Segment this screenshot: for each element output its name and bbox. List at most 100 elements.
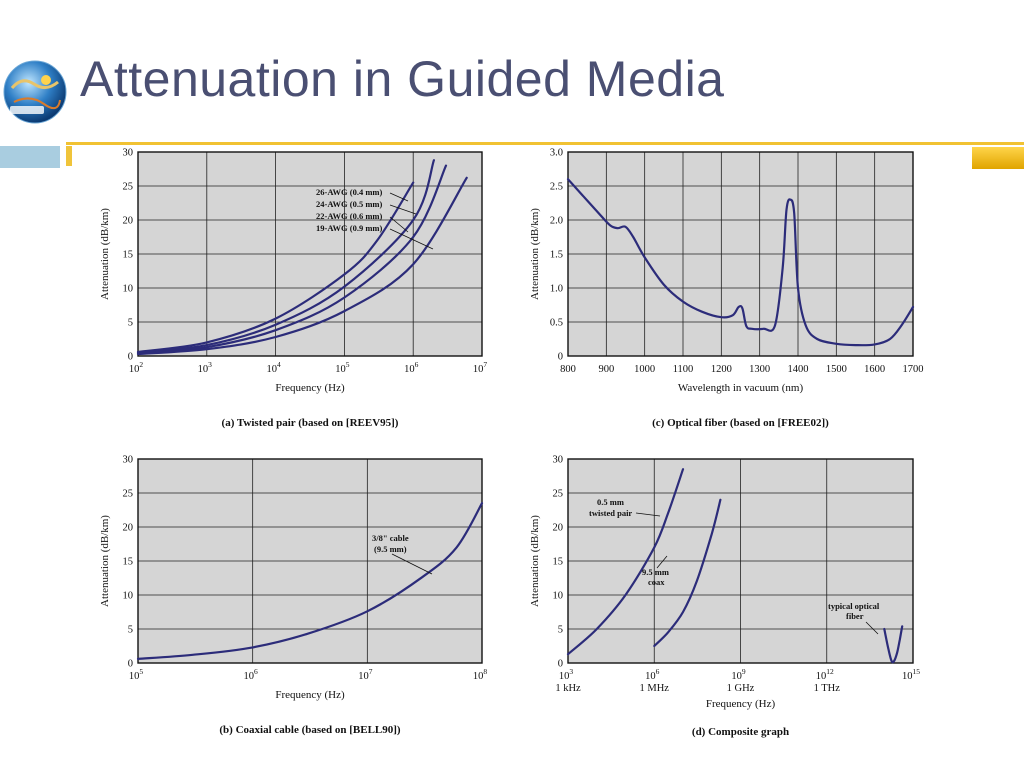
y-tick-label: 2.5: [550, 182, 563, 193]
series-line-a-3: [136, 176, 468, 356]
x-tick-label: 1500: [826, 364, 847, 375]
y-tick-label: 0.5: [550, 318, 563, 329]
x-tick-label: 800: [560, 364, 576, 375]
y-tick-label: 30: [123, 455, 134, 466]
slide-title: Attenuation in Guided Media: [80, 51, 725, 107]
y-tick-label: 0: [128, 352, 133, 363]
y-tick-label: 1.5: [550, 250, 563, 261]
pointer-twisted-pair: [635, 512, 661, 517]
chart-caption: (b) Coaxial cable (based on [BELL90]): [219, 724, 401, 736]
x-tick-label: 109: [731, 667, 746, 682]
pointer-19awg: [389, 228, 434, 250]
y-axis-label: Attenuation (dB/km): [529, 208, 541, 300]
plot-frame: [137, 458, 483, 664]
chart-a: 0 5 10 15 20 25 30 102 103 104 105 106 107 Frequency …: [99, 148, 487, 430]
y-tick-label: 30: [123, 148, 134, 159]
x-tick-label: 106: [244, 667, 259, 682]
y-tick-label: 30: [553, 455, 564, 466]
series-line-d-0: [566, 468, 685, 656]
x-axis-label: Wavelength in vacuum (nm): [678, 382, 804, 394]
y-tick-label: 15: [553, 557, 564, 568]
x-tick-label: 900: [598, 364, 614, 375]
x-tick-sublabel: 1 GHz: [727, 683, 755, 694]
y-tick-label: 5: [128, 318, 133, 329]
chart-b: 0 5 10 15 20 25 30 105 106 107 108 Frequency (Hz) At…: [99, 455, 487, 737]
y-tick-label: 2.0: [550, 216, 563, 227]
series-line-a-1: [136, 159, 435, 354]
series-line-a-2: [136, 164, 448, 355]
coax-label-line2: (9.5 mm): [374, 544, 407, 554]
annotation-chart-d: 0.5 mm twisted pair 9.5 mm coax typical …: [589, 497, 880, 635]
y-tick-label: 10: [123, 591, 134, 602]
x-tick-label: 102: [129, 360, 144, 375]
y-tick-label: 15: [123, 557, 134, 568]
x-tick-label: 107: [358, 667, 373, 682]
y-axis-label: Attenuation (dB/km): [99, 515, 111, 607]
x-tick-label: 108: [473, 667, 488, 682]
y-tick-label: 0: [558, 352, 563, 363]
pointer-26awg: [389, 192, 409, 202]
x-tick-label: 1012: [816, 667, 834, 682]
y-tick-label: 10: [553, 591, 564, 602]
legend-19awg-label: 19-AWG (0.9 mm): [316, 223, 383, 233]
y-tick-label: 20: [553, 523, 564, 534]
legend-26awg-label: 26-AWG (0.4 mm): [316, 187, 383, 197]
x-tick-label: 104: [266, 360, 281, 375]
pointer-coax: [391, 553, 433, 575]
series-line-a-0: [136, 181, 415, 353]
x-tick-sublabel: 1 THz: [814, 683, 841, 694]
right-accent-bar: [972, 147, 1024, 169]
x-tick-label: 1100: [673, 364, 694, 375]
pointer-24awg: [389, 204, 417, 215]
series-line-d-2: [883, 625, 904, 664]
y-tick-label: 25: [123, 489, 134, 500]
x-tick-label: 1700: [903, 364, 924, 375]
coax-d-label-line2: coax: [648, 577, 665, 587]
x-axis-label: Frequency (Hz): [275, 382, 345, 394]
x-tick-label: 103: [198, 360, 213, 375]
y-tick-label: 5: [128, 625, 133, 636]
legend-24awg-label: 24-AWG (0.5 mm): [316, 199, 383, 209]
x-tick-label: 106: [645, 667, 660, 682]
x-tick-sublabel: 1 MHz: [640, 683, 670, 694]
y-tick-label: 5: [558, 625, 563, 636]
y-tick-label: 20: [123, 523, 134, 534]
y-tick-label: 3.0: [550, 148, 563, 159]
x-tick-label: 1400: [788, 364, 809, 375]
y-tick-label: 1.0: [550, 284, 563, 295]
pointer-22awg: [389, 216, 409, 233]
plot-frame: [137, 151, 483, 357]
chart-caption: (a) Twisted pair (based on [REEV95]): [222, 417, 399, 429]
chart-caption: (d) Composite graph: [692, 726, 789, 738]
x-tick-label: 106: [404, 360, 419, 375]
twisted-pair-label-line2: twisted pair: [589, 508, 632, 518]
globe-network-logo-icon: [0, 58, 70, 126]
chart-caption: (c) Optical fiber (based on [FREE02]): [652, 417, 829, 429]
x-tick-label: 105: [129, 667, 144, 682]
x-axis-label: Frequency (Hz): [275, 689, 345, 701]
x-tick-label: 1600: [864, 364, 885, 375]
fiber-label-line1: typical optical: [828, 601, 880, 611]
series-line-b-0: [136, 502, 484, 660]
plot-frame: [567, 458, 914, 664]
y-tick-label: 15: [123, 250, 134, 261]
annotation-chart-b: 3/8" cable (9.5 mm): [372, 533, 433, 575]
series-line-d-1: [653, 498, 722, 648]
twisted-pair-label-line1: 0.5 mm: [597, 497, 624, 507]
x-tick-label: 1000: [634, 364, 655, 375]
y-tick-label: 25: [123, 182, 134, 193]
annotation-chart-a: 26-AWG (0.4 mm) 24-AWG (0.5 mm) 22-AWG (…: [316, 187, 434, 250]
y-axis-label: Attenuation (dB/km): [99, 208, 111, 300]
title-underline: [66, 142, 1024, 145]
x-tick-label: 1015: [902, 667, 920, 682]
underline-tab: [66, 146, 72, 166]
y-tick-label: 20: [123, 216, 134, 227]
x-tick-label: 105: [335, 360, 350, 375]
x-tick-label: 1200: [711, 364, 732, 375]
x-tick-label: 107: [473, 360, 488, 375]
x-axis-label: Frequency (Hz): [706, 698, 776, 710]
coax-label-line1: 3/8" cable: [372, 533, 409, 543]
y-tick-label: 10: [123, 284, 134, 295]
